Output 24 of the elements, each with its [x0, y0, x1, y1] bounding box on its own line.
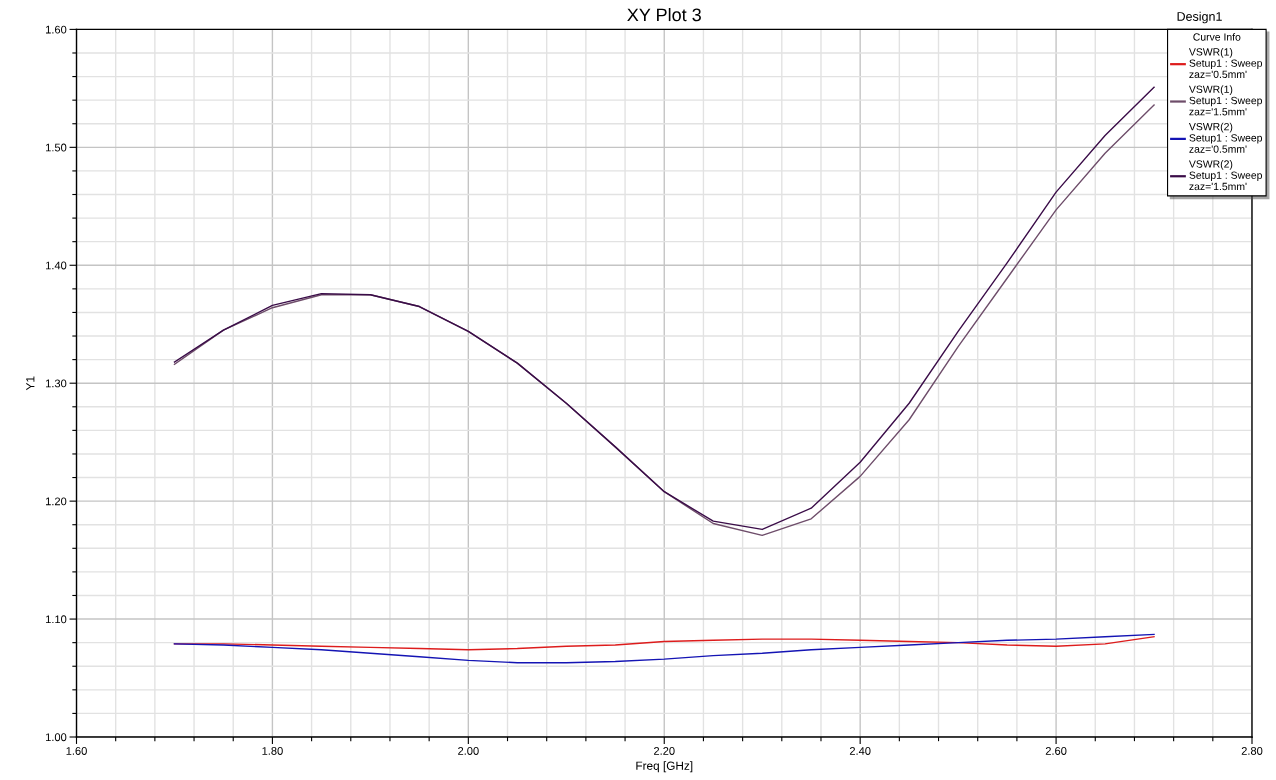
- chart-title: XY Plot 3: [627, 7, 701, 22]
- x-tick-label: 1.60: [66, 747, 87, 755]
- x-tick-label: 2.40: [849, 747, 871, 755]
- x-axis-title: Freq [GHz]: [636, 761, 693, 773]
- line-series: [173, 633, 1155, 664]
- legend-title: Curve Info: [1193, 33, 1241, 41]
- y-tick-label: 1.30: [46, 379, 67, 388]
- legend-label: VSWR(1) Setup1 : Sweep zaz='1.5mm': [1188, 85, 1263, 116]
- y-tick-label: 1.50: [46, 143, 67, 152]
- x-tick-label: 2.80: [1241, 747, 1263, 755]
- legend-label: VSWR(1) Setup1 : Sweep zaz='0.5mm': [1188, 47, 1263, 79]
- legend-label: VSWR(2) Setup1 : Sweep zaz='1.5mm': [1188, 160, 1263, 191]
- y-axis-title: Y1: [26, 376, 35, 391]
- y-tick-label: 1.00: [46, 733, 67, 742]
- legend-label: VSWR(2) Setup1 : Sweep zaz='0.5mm': [1188, 122, 1263, 153]
- y-tick-label: 1.60: [46, 25, 67, 34]
- y-tick-label: 1.10: [46, 615, 67, 624]
- y-tick-label: 1.20: [46, 497, 67, 506]
- x-tick-label: 2.20: [654, 747, 675, 755]
- y-tick-label: 1.40: [46, 261, 67, 270]
- text: Design1: [1177, 11, 1222, 24]
- x-tick-label: 2.60: [1045, 747, 1067, 755]
- x-tick-label: 2.00: [458, 747, 479, 755]
- x-tick-label: 1.80: [262, 747, 283, 755]
